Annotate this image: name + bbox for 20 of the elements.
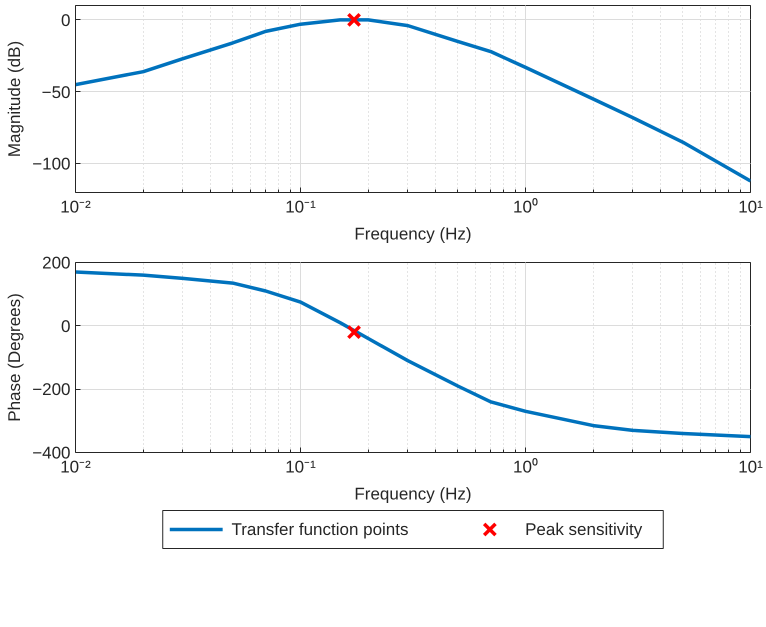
x-tick-label: 10⁻² xyxy=(60,198,92,216)
x-tick-label: 10⁻¹ xyxy=(285,458,316,476)
y-tick-label: −200 xyxy=(32,380,71,400)
y-tick-label: 0 xyxy=(61,316,71,336)
x-tick-label: 10⁻¹ xyxy=(285,198,316,216)
y-axis-title: Phase (Degrees) xyxy=(5,293,24,422)
y-tick-label: −50 xyxy=(42,82,71,102)
y-tick-label: 0 xyxy=(61,10,71,30)
y-axis-title: Magnitude (dB) xyxy=(5,40,24,158)
x-tick-label: 10¹ xyxy=(738,458,764,476)
y-tick-label: 200 xyxy=(42,254,71,272)
legend-label: Peak sensitivity xyxy=(525,520,643,539)
y-tick-label: −100 xyxy=(32,154,71,174)
x-axis-title: Frequency (Hz) xyxy=(354,484,472,504)
x-tick-label: 10¹ xyxy=(738,198,764,216)
x-tick-label: 10⁰ xyxy=(513,458,538,476)
x-tick-label: 10⁻² xyxy=(60,458,92,476)
x-tick-label: 10⁰ xyxy=(513,198,538,216)
x-axis-title: Frequency (Hz) xyxy=(354,224,472,244)
legend-label: Transfer function points xyxy=(231,520,408,539)
